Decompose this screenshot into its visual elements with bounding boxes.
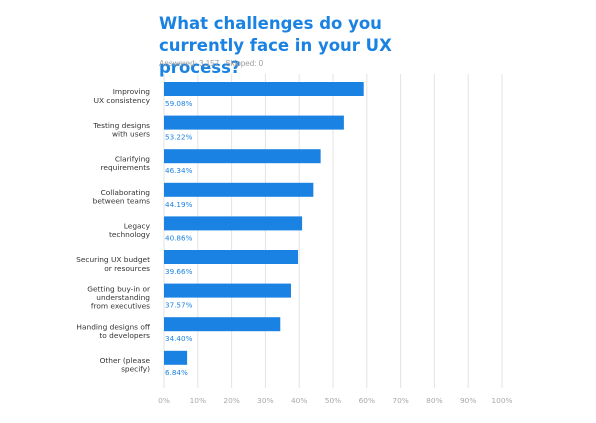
value-label: 53.22% <box>165 133 193 142</box>
value-label: 34.40% <box>165 334 193 343</box>
bar <box>164 250 299 264</box>
chart-title: What challenges do you currently face in… <box>159 14 392 77</box>
category-label: Handing designs off to developers <box>76 322 150 340</box>
value-label: 59.08% <box>165 99 193 108</box>
category-label: Collaborating between teams <box>93 188 151 206</box>
x-tick-label: 20% <box>223 396 239 405</box>
category-label: Other (please specify) <box>100 356 151 374</box>
value-label: 39.66% <box>165 267 193 276</box>
value-label: 44.19% <box>165 200 193 209</box>
bar <box>164 283 291 298</box>
x-tick-label: 30% <box>257 396 273 405</box>
value-label: 37.57% <box>165 301 193 310</box>
bar <box>164 216 303 231</box>
x-tick-label: 50% <box>325 396 341 405</box>
x-tick-label: 90% <box>460 396 476 405</box>
x-tick-label: 100% <box>491 396 512 405</box>
skipped-count: Skipped: 0 <box>225 59 264 68</box>
x-axis-ticks: 0% 10% 20% 30% 40% 50% 60% 70% 80% 90% 100% <box>158 396 512 405</box>
category-label: Legacy technology <box>109 222 151 240</box>
category-label: Testing designs with users <box>92 121 150 139</box>
value-label: 46.34% <box>165 166 193 175</box>
bar <box>164 115 344 130</box>
category-label: Clarifying requirements <box>101 154 151 172</box>
category-label: Getting buy-in or understanding from execu… <box>87 285 151 311</box>
x-tick-label: 60% <box>359 396 375 405</box>
x-tick-label: 80% <box>426 396 442 405</box>
value-label: 6.84% <box>165 368 188 377</box>
bars: 59.08% 53.22% 46.34% 44.19% 40.86% 39.66% 37.5… <box>164 82 364 377</box>
value-label: 40.86% <box>165 233 193 242</box>
bar <box>164 82 364 96</box>
bar <box>164 149 321 164</box>
x-tick-label: 70% <box>392 396 408 405</box>
bar <box>164 317 281 332</box>
category-labels: Improving UX consistency Testing designs wi… <box>76 87 151 373</box>
bar <box>164 350 188 365</box>
bar <box>164 182 314 197</box>
answered-count: Answered: 3,157 <box>159 59 220 68</box>
category-label: Improving UX consistency <box>94 87 151 105</box>
x-tick-label: 0% <box>158 396 170 405</box>
x-tick-label: 40% <box>291 396 307 405</box>
x-tick-label: 10% <box>190 396 206 405</box>
response-summary: Answered: 3,157 Skipped: 0 <box>159 59 267 68</box>
category-label: Securing UX budget or resources <box>76 255 150 273</box>
